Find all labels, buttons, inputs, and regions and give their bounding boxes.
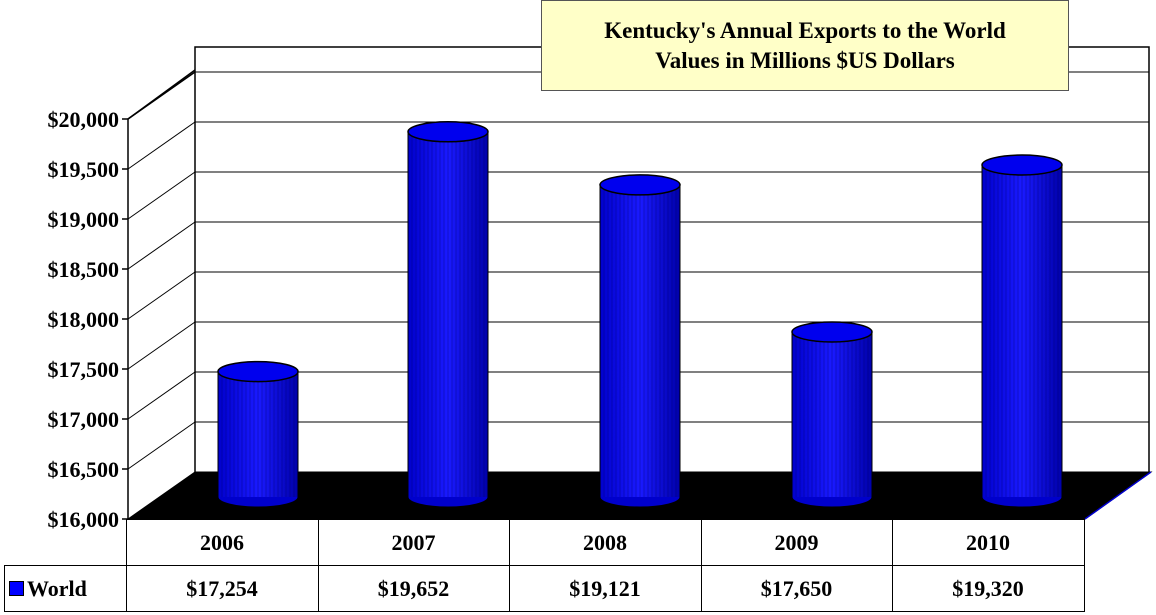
y-tick-label: $19,000 (48, 207, 120, 232)
bar-top (217, 360, 299, 383)
category-label: 2007 (317, 519, 510, 566)
category-row: 2006 2007 2008 2009 2010 (4, 519, 1085, 566)
y-tick-label: $19,500 (48, 157, 120, 182)
bar (217, 360, 299, 508)
floor-edge (1084, 471, 1152, 520)
data-label: $17,254 (125, 565, 319, 612)
bar-top (599, 174, 681, 196)
bar-base (981, 496, 1063, 508)
y-tick-label: $17,000 (48, 407, 120, 432)
bar-top (791, 321, 873, 343)
gridline-side (127, 421, 196, 470)
y-tick-label: $16,500 (48, 457, 120, 482)
bar (981, 154, 1063, 508)
y-tick-label: $17,500 (48, 357, 120, 382)
bar-base (599, 496, 681, 508)
chart-title: Kentucky's Annual Exports to the World (604, 17, 1006, 43)
gridline-side (127, 71, 196, 120)
bar-base (217, 496, 299, 508)
data-label: $19,121 (508, 565, 702, 612)
chart-title-box: Kentucky's Annual Exports to the World V… (541, 0, 1069, 91)
chart-subtitle: Values in Millions $US Dollars (655, 47, 955, 73)
bar (407, 121, 489, 508)
data-table: 2006 2007 2008 2009 2010 World $17,254 $… (4, 519, 1085, 612)
gridline-side (127, 171, 196, 220)
legend-label: World (27, 575, 87, 601)
bar (599, 174, 681, 508)
bar-top (981, 154, 1063, 176)
bar-base (407, 496, 489, 508)
bar (791, 321, 873, 508)
category-label: 2006 (125, 519, 319, 566)
gridline-side (127, 371, 196, 420)
bar-top (407, 121, 489, 143)
y-tick-label: $18,000 (48, 307, 120, 332)
series-row: World $17,254 $19,652 $19,121 $17,650 $1… (4, 565, 1085, 612)
category-label: 2009 (700, 519, 893, 566)
gridline-side (127, 121, 196, 170)
data-label: $19,320 (891, 565, 1085, 612)
y-tick-label: $20,000 (48, 107, 120, 132)
legend-entry: World (4, 565, 127, 612)
gridline-side (127, 271, 196, 320)
category-label: 2008 (508, 519, 702, 566)
legend-swatch-icon (9, 580, 24, 596)
y-tick-label: $18,500 (48, 257, 120, 282)
data-label: $19,652 (317, 565, 510, 612)
category-label: 2010 (891, 519, 1085, 566)
data-label: $17,650 (700, 565, 893, 612)
gridline-side (127, 221, 196, 270)
gridline-side (127, 321, 196, 370)
bar-base (791, 496, 873, 508)
